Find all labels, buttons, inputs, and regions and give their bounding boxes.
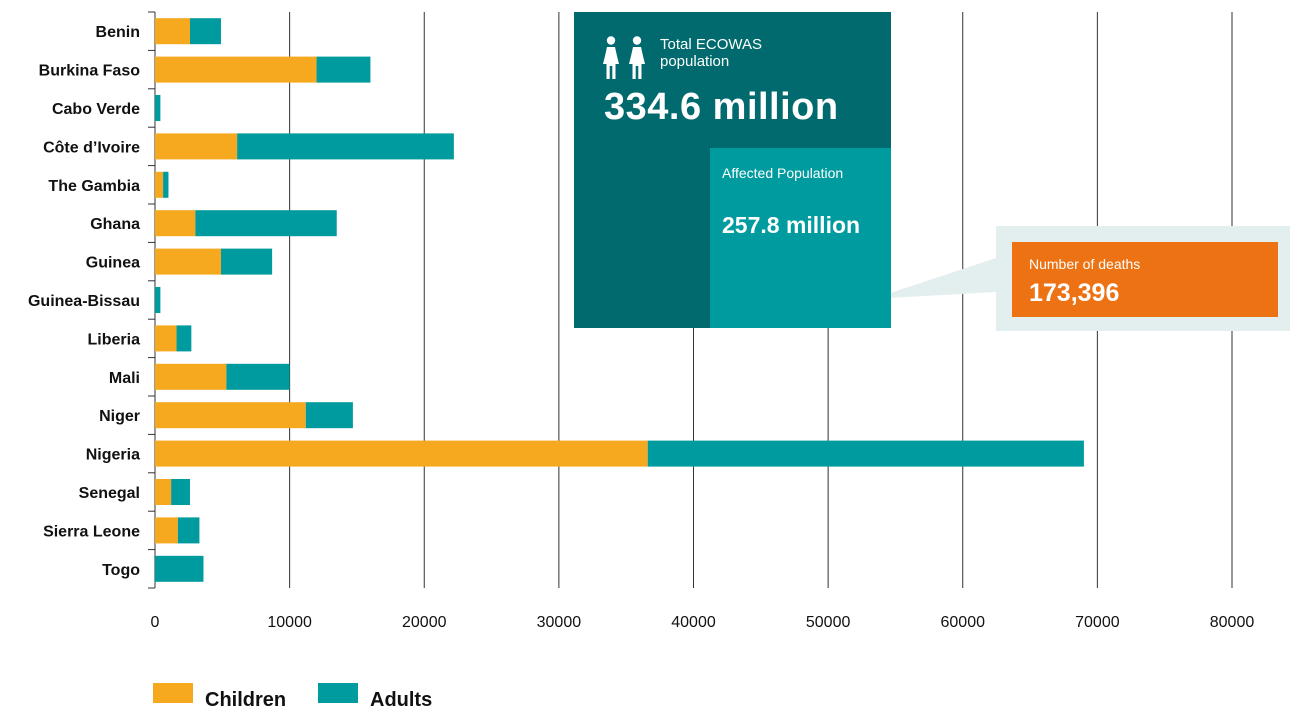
- category-label: The Gambia: [48, 178, 140, 195]
- affected-population-value: 257.8 million: [722, 212, 861, 238]
- bar-children: [155, 210, 196, 237]
- category-label: Sierra Leone: [43, 523, 140, 540]
- category-label: Togo: [102, 562, 140, 579]
- bar-adults: [195, 210, 337, 237]
- bar-adults: [305, 402, 353, 429]
- category-label: Guinea: [86, 255, 140, 272]
- legend-label-children: Children: [205, 689, 286, 711]
- bar-adults: [220, 248, 273, 275]
- woman-icon: [603, 36, 619, 79]
- bar-children: [155, 171, 164, 198]
- category-label: Ghana: [90, 216, 140, 233]
- category-label: Senegal: [79, 485, 140, 502]
- bar-adults: [226, 363, 290, 390]
- deaths-label: Number of deaths: [1029, 256, 1141, 272]
- category-label: Guinea-Bissau: [28, 293, 140, 310]
- x-tick-label: 0: [151, 614, 160, 631]
- category-label: Liberia: [88, 331, 141, 348]
- bar-adults: [171, 479, 191, 505]
- bar-children: [155, 325, 177, 352]
- x-tick-label: 60000: [941, 614, 986, 631]
- category-label: Niger: [99, 408, 140, 425]
- total-population-label: Total ECOWAS population: [660, 36, 762, 70]
- total-population-value: 334.6 million: [604, 86, 839, 128]
- bar-children: [155, 402, 306, 429]
- x-tick-label: 40000: [671, 614, 716, 631]
- category-label: Côte d’Ivoire: [43, 139, 140, 156]
- x-tick-label: 80000: [1210, 614, 1255, 631]
- legend-label-adults: Adults: [370, 689, 432, 711]
- x-tick-label: 10000: [267, 614, 312, 631]
- woman-icon: [629, 36, 645, 79]
- affected-population-label: Affected Population: [722, 165, 844, 181]
- category-label: Mali: [109, 370, 140, 387]
- category-label: Cabo Verde: [52, 101, 140, 118]
- bar-adults: [190, 18, 221, 45]
- bar-children: [155, 517, 178, 544]
- bar-children: [155, 479, 172, 505]
- bar-adults: [237, 133, 454, 160]
- category-label: Benin: [96, 24, 140, 41]
- people-icons: [602, 36, 646, 80]
- bar-adults: [163, 171, 169, 198]
- bar-adults: [155, 555, 204, 582]
- deaths-value: 173,396: [1029, 279, 1120, 307]
- legend-swatch-children: [153, 683, 193, 703]
- bar-adults: [647, 440, 1084, 467]
- category-label: Nigeria: [86, 447, 140, 464]
- total-population-header: Total ECOWAS population: [602, 36, 820, 80]
- bar-children: [155, 363, 227, 390]
- legend-swatch-adults: [318, 683, 358, 703]
- bar-children: [155, 18, 191, 45]
- category-label: Burkina Faso: [39, 63, 141, 80]
- affected-population-box: Affected Population 257.8 million: [710, 148, 891, 328]
- x-tick-label: 70000: [1075, 614, 1120, 631]
- deaths-box: Number of deaths 173,396: [1012, 242, 1278, 317]
- bar-children: [155, 133, 238, 160]
- bar-adults: [177, 517, 200, 544]
- x-tick-label: 50000: [806, 614, 851, 631]
- bar-children: [155, 248, 221, 275]
- bar-adults: [155, 287, 161, 313]
- bar-adults: [176, 325, 192, 352]
- bar-children: [155, 440, 648, 467]
- x-tick-label: 30000: [537, 614, 582, 631]
- bar-adults: [316, 56, 371, 83]
- bar-adults: [155, 95, 161, 121]
- x-tick-label: 20000: [402, 614, 447, 631]
- bar-children: [155, 56, 317, 83]
